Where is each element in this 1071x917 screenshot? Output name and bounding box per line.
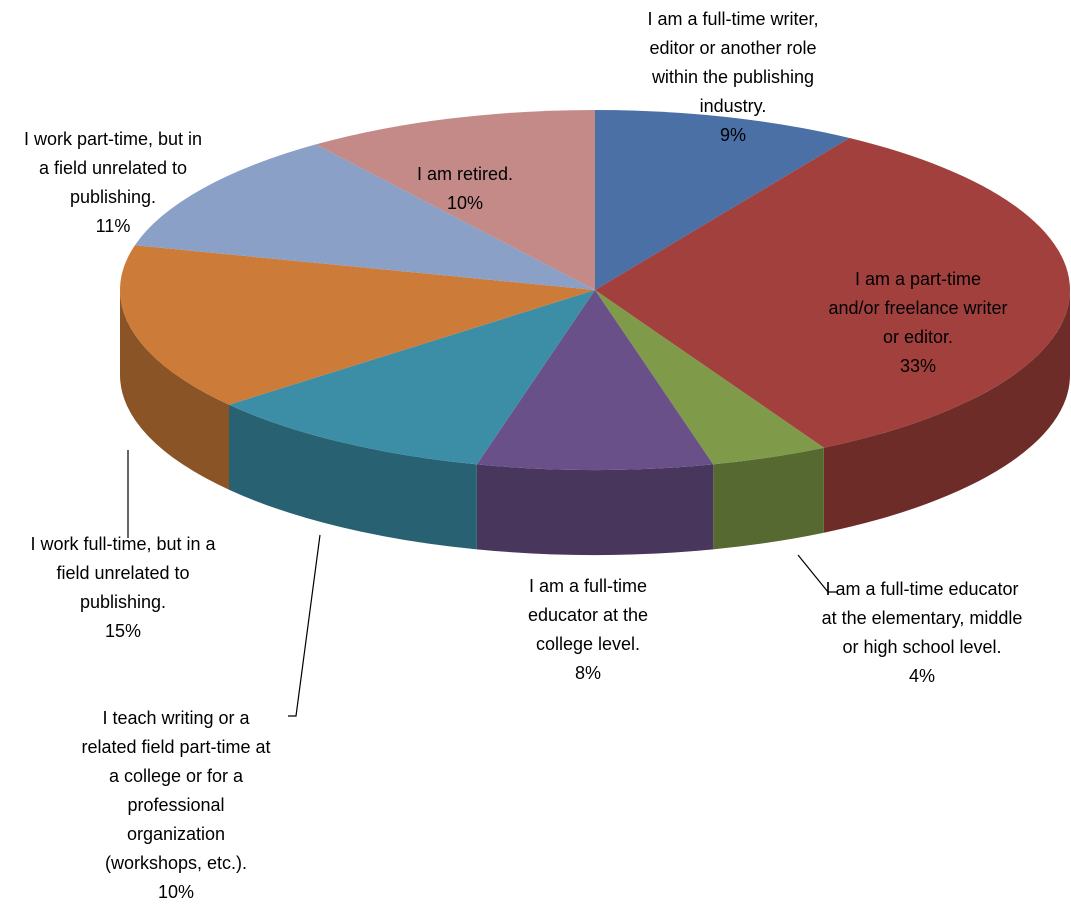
pie-slice [595, 110, 850, 290]
pie-slice [134, 144, 595, 290]
leader-line [797, 554, 838, 593]
value-label: 10% [446, 193, 484, 213]
category-label: I teach writing or a related field part-… [81, 708, 271, 873]
category-label: I work full-time, but in a field unrelat… [30, 534, 216, 612]
value-label: 11% [95, 216, 131, 236]
pie-slice-side [713, 447, 824, 550]
category-label: I am a full-time educator at the element… [821, 579, 1023, 657]
pie-slice [595, 290, 824, 465]
category-label: I am a full-time educator at the college… [527, 576, 649, 654]
pie-slice-side [120, 290, 230, 490]
pie-slice [315, 110, 595, 290]
pie-slice-side [823, 290, 1070, 533]
pie-slice-side [476, 464, 714, 556]
slice-label: I am a part-time and/or freelance writer… [828, 265, 1008, 381]
leader-line [288, 534, 321, 717]
slice-label: I am a full-time educator at the element… [820, 575, 1025, 691]
slice-label: I work full-time, but in a field unrelat… [13, 530, 233, 646]
pie-slice-side [229, 404, 477, 550]
category-label: I am retired. [416, 164, 514, 184]
slice-label: I am a full-time writer, editor or anoth… [641, 5, 826, 150]
value-label: 8% [574, 663, 601, 683]
category-label: I am a part-time and/or freelance writer… [828, 269, 1008, 347]
pie-tops [120, 110, 1070, 471]
value-label: 4% [908, 666, 935, 686]
category-label: I work part-time, but in a field unrelat… [23, 129, 203, 207]
value-label: 33% [899, 356, 937, 376]
category-label: I am a full-time writer, editor or anoth… [647, 9, 819, 116]
slice-label: I teach writing or a related field part-… [76, 704, 276, 907]
pie-slice [476, 290, 714, 471]
value-label: 9% [719, 125, 746, 145]
pie-slice [595, 138, 1070, 448]
slice-label: I am a full-time educator at the college… [503, 572, 673, 688]
pie-slice [229, 290, 595, 465]
pie-slice [120, 245, 596, 405]
value-label: 10% [157, 882, 195, 902]
slice-label: I am retired. 10% [390, 160, 540, 218]
value-label: 15% [104, 621, 142, 641]
slice-label: I work part-time, but in a field unrelat… [23, 125, 203, 241]
pie-sides [120, 290, 1070, 556]
